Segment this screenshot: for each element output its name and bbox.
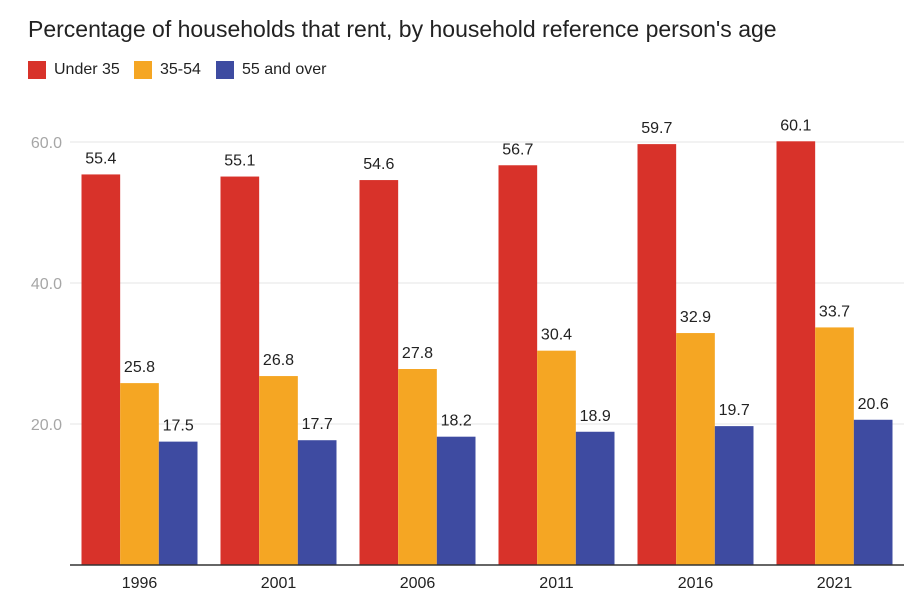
y-tick-label-60: 60.0: [31, 135, 62, 152]
legend-label-55-and-over: 55 and over: [242, 61, 327, 78]
y-tick-label-20: 20.0: [31, 417, 62, 434]
bar-35-54-1996: [120, 383, 159, 565]
value-label-55-and-over-2011: 18.9: [580, 408, 611, 425]
y-tick-label-40: 40.0: [31, 276, 62, 293]
value-label-55-and-over-2021: 20.6: [858, 396, 889, 413]
value-label-under-35-2016: 59.7: [641, 120, 672, 137]
x-tick-label-2011: 2011: [539, 575, 574, 592]
bar-under-35-2021: [776, 141, 816, 566]
bar-55-and-over-1996: [158, 441, 198, 565]
x-tick-label-2001: 2001: [261, 575, 297, 592]
x-tick-label-1996: 1996: [122, 575, 158, 592]
bar-35-54-2011: [537, 350, 576, 565]
legend-item-under-35: Under 35: [28, 61, 120, 79]
legend-item-55-and-over: 55 and over: [216, 61, 327, 79]
value-label-55-and-over-1996: 17.5: [163, 418, 194, 435]
value-label-under-35-2006: 54.6: [363, 156, 394, 173]
bar-35-54-2001: [259, 376, 298, 565]
x-tick-label-2016: 2016: [678, 575, 714, 592]
bar-under-35-2016: [637, 144, 677, 566]
value-label-35-54-1996: 25.8: [124, 359, 155, 376]
value-label-35-54-2021: 33.7: [819, 303, 850, 320]
bar-35-54-2006: [398, 369, 437, 565]
value-label-35-54-2016: 32.9: [680, 309, 711, 326]
value-label-under-35-2001: 55.1: [224, 153, 255, 170]
bar-under-35-2001: [220, 176, 260, 566]
value-label-under-35-1996: 55.4: [85, 150, 116, 167]
value-label-35-54-2006: 27.8: [402, 345, 433, 362]
value-label-55-and-over-2001: 17.7: [302, 416, 333, 433]
bar-under-35-1996: [81, 174, 121, 565]
bar-55-and-over-2006: [436, 436, 476, 565]
value-label-under-35-2021: 60.1: [780, 117, 811, 134]
legend-swatch-35-54: [134, 61, 152, 79]
bar-under-35-2011: [498, 165, 538, 565]
bar-under-35-2006: [359, 180, 399, 565]
bar-35-54-2021: [815, 327, 854, 565]
value-label-under-35-2011: 56.7: [502, 141, 533, 158]
legend-item-35-54: 35-54: [134, 61, 201, 79]
bar-55-and-over-2021: [853, 419, 893, 565]
legend-label-under-35: Under 35: [54, 61, 120, 78]
legend-swatch-under-35: [28, 61, 46, 79]
value-label-55-and-over-2006: 18.2: [441, 413, 472, 430]
legend-label-35-54: 35-54: [160, 61, 201, 78]
bar-55-and-over-2016: [714, 426, 754, 565]
bar-55-and-over-2001: [297, 440, 337, 565]
value-label-35-54-2001: 26.8: [263, 352, 294, 369]
chart-title: Percentage of households that rent, by h…: [28, 16, 777, 42]
legend-swatch-55-and-over: [216, 61, 234, 79]
value-label-55-and-over-2016: 19.7: [719, 402, 750, 419]
bar-35-54-2016: [676, 333, 715, 565]
value-label-35-54-2011: 30.4: [541, 327, 572, 344]
x-tick-label-2021: 2021: [817, 575, 853, 592]
x-tick-label-2006: 2006: [400, 575, 436, 592]
bar-55-and-over-2011: [575, 431, 615, 565]
